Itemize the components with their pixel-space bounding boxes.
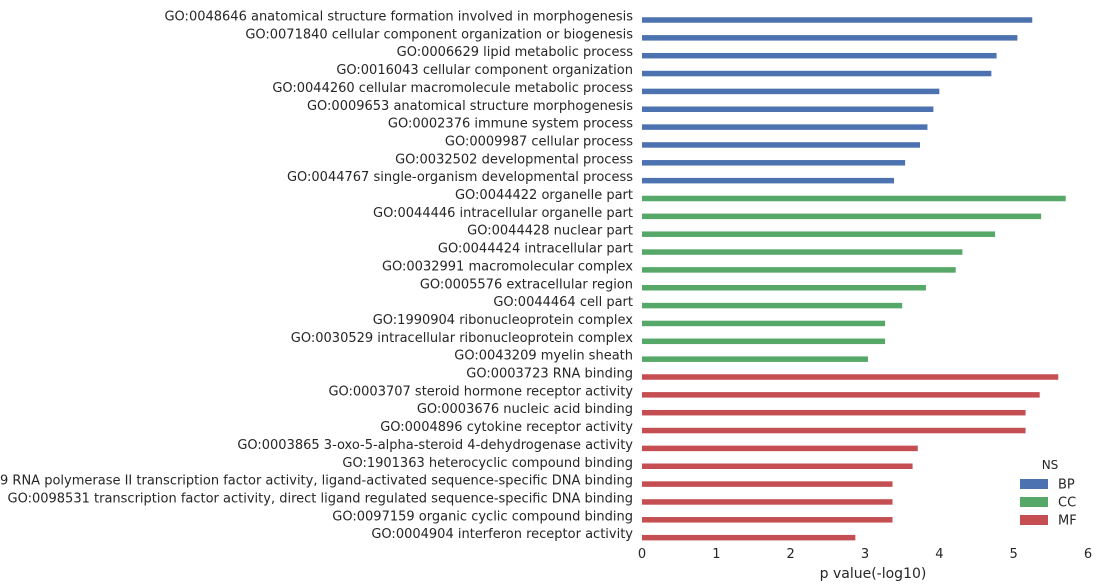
bar-cc xyxy=(642,213,1042,220)
bar-cc xyxy=(642,267,956,273)
legend-swatch-bp xyxy=(1020,479,1048,489)
category-label: GO:0003676 nucleic acid binding xyxy=(417,402,633,417)
category-label: GO:0032502 developmental process xyxy=(395,152,633,167)
category-label: GO:0071840 cellular component organizati… xyxy=(245,27,633,42)
x-tick-label: 1 xyxy=(712,547,720,562)
bar-mf xyxy=(642,463,913,469)
category-labels: GO:0048646 anatomical structure formatio… xyxy=(0,10,633,543)
category-label: GO:0030529 intracellular ribonucleoprote… xyxy=(291,331,634,346)
category-label: GO:0044422 organelle part xyxy=(455,188,633,203)
x-axis-ticks: 0 1 2 3 4 5 6 xyxy=(638,547,1092,562)
bar-bp xyxy=(642,88,940,95)
category-label: GO:0044446 intracellular organelle part xyxy=(373,206,633,221)
bar-mf xyxy=(642,374,1059,380)
bar-bp xyxy=(642,70,992,77)
bar-mf xyxy=(642,427,1026,434)
bar-bp xyxy=(642,142,921,148)
x-axis-title: p value(-log10) xyxy=(820,566,927,582)
category-label: GO:0044767 single-organism developmental… xyxy=(287,170,633,185)
x-tick-label: 0 xyxy=(638,547,646,562)
category-label: GO:0044464 cell part xyxy=(493,295,633,310)
legend-title: NS xyxy=(1042,458,1059,472)
x-tick-label: 4 xyxy=(935,547,943,562)
bar-mf xyxy=(642,392,1040,398)
category-label: GO:0003723 RNA binding xyxy=(466,367,633,382)
category-label: GO:0098531 transcription factor activity… xyxy=(8,491,633,506)
category-label: GO:0003707 steroid hormone receptor acti… xyxy=(328,384,633,399)
category-label: GO:0043209 myelin sheath xyxy=(454,349,633,364)
category-label: GO:0048646 anatomical structure formatio… xyxy=(164,10,633,25)
bar-cc xyxy=(642,231,996,237)
bar-bp xyxy=(642,17,1033,23)
legend: NS BP CC MF xyxy=(1020,458,1077,529)
category-label: GO:0032991 macromolecular complex xyxy=(382,259,633,274)
bar-cc xyxy=(642,356,868,362)
legend-label-mf: MF xyxy=(1058,514,1077,529)
bar-cc xyxy=(642,338,886,345)
legend-swatch-cc xyxy=(1020,497,1048,507)
legend-swatch-mf xyxy=(1020,515,1048,525)
category-label: GO:0044424 intracellular part xyxy=(438,242,633,257)
x-tick-label: 6 xyxy=(1084,547,1092,562)
bar-bp xyxy=(642,160,906,166)
x-tick-label: 2 xyxy=(787,547,795,562)
category-label: GO:0004896 cytokine receptor activity xyxy=(380,420,633,435)
x-tick-label: 3 xyxy=(861,547,869,562)
category-label: GO:0004904 interferon receptor activity xyxy=(371,527,633,542)
bar-cc xyxy=(642,320,886,327)
bar-mf xyxy=(642,517,893,523)
category-label: GO:0002376 immune system process xyxy=(388,117,633,132)
bar-cc xyxy=(642,302,903,309)
category-label: GO:0006629 lipid metabolic process xyxy=(397,45,634,60)
bars-layer xyxy=(642,17,1066,541)
category-label: GO:0009987 cellular process xyxy=(445,134,633,149)
bar-bp xyxy=(642,106,934,112)
bar-mf xyxy=(642,445,918,452)
bar-bp xyxy=(642,35,1018,41)
category-label: GO:0016043 cellular component organizati… xyxy=(336,63,633,78)
category-label: GO:0097159 organic cyclic compound bindi… xyxy=(332,509,633,524)
bar-cc xyxy=(642,285,926,291)
category-label: GO:0005576 extracellular region xyxy=(420,277,633,292)
category-label: GO:0003865 3-oxo-5-alpha-steroid 4-dehyd… xyxy=(237,438,633,453)
bar-cc xyxy=(642,195,1066,202)
bar-mf xyxy=(642,409,1026,416)
category-label: GO:0044260 cellular macromolecule metabo… xyxy=(272,81,633,96)
legend-label-bp: BP xyxy=(1058,478,1075,493)
category-label: GO:0004879 RNA polymerase II transcripti… xyxy=(0,474,633,489)
bar-bp xyxy=(642,124,928,130)
category-label: GO:1990904 ribonucleoprotein complex xyxy=(373,313,634,328)
x-tick-label: 5 xyxy=(1010,547,1018,562)
bar-mf xyxy=(642,534,856,541)
bar-mf xyxy=(642,499,893,505)
bar-cc xyxy=(642,249,963,255)
bar-bp xyxy=(642,52,997,59)
bar-bp xyxy=(642,177,894,184)
category-label: GO:0009653 anatomical structure morphoge… xyxy=(307,99,633,114)
category-label: GO:1901363 heterocyclic compound binding xyxy=(342,456,633,471)
bar-mf xyxy=(642,481,893,487)
category-label: GO:0044428 nuclear part xyxy=(467,224,633,239)
legend-label-cc: CC xyxy=(1058,496,1076,511)
